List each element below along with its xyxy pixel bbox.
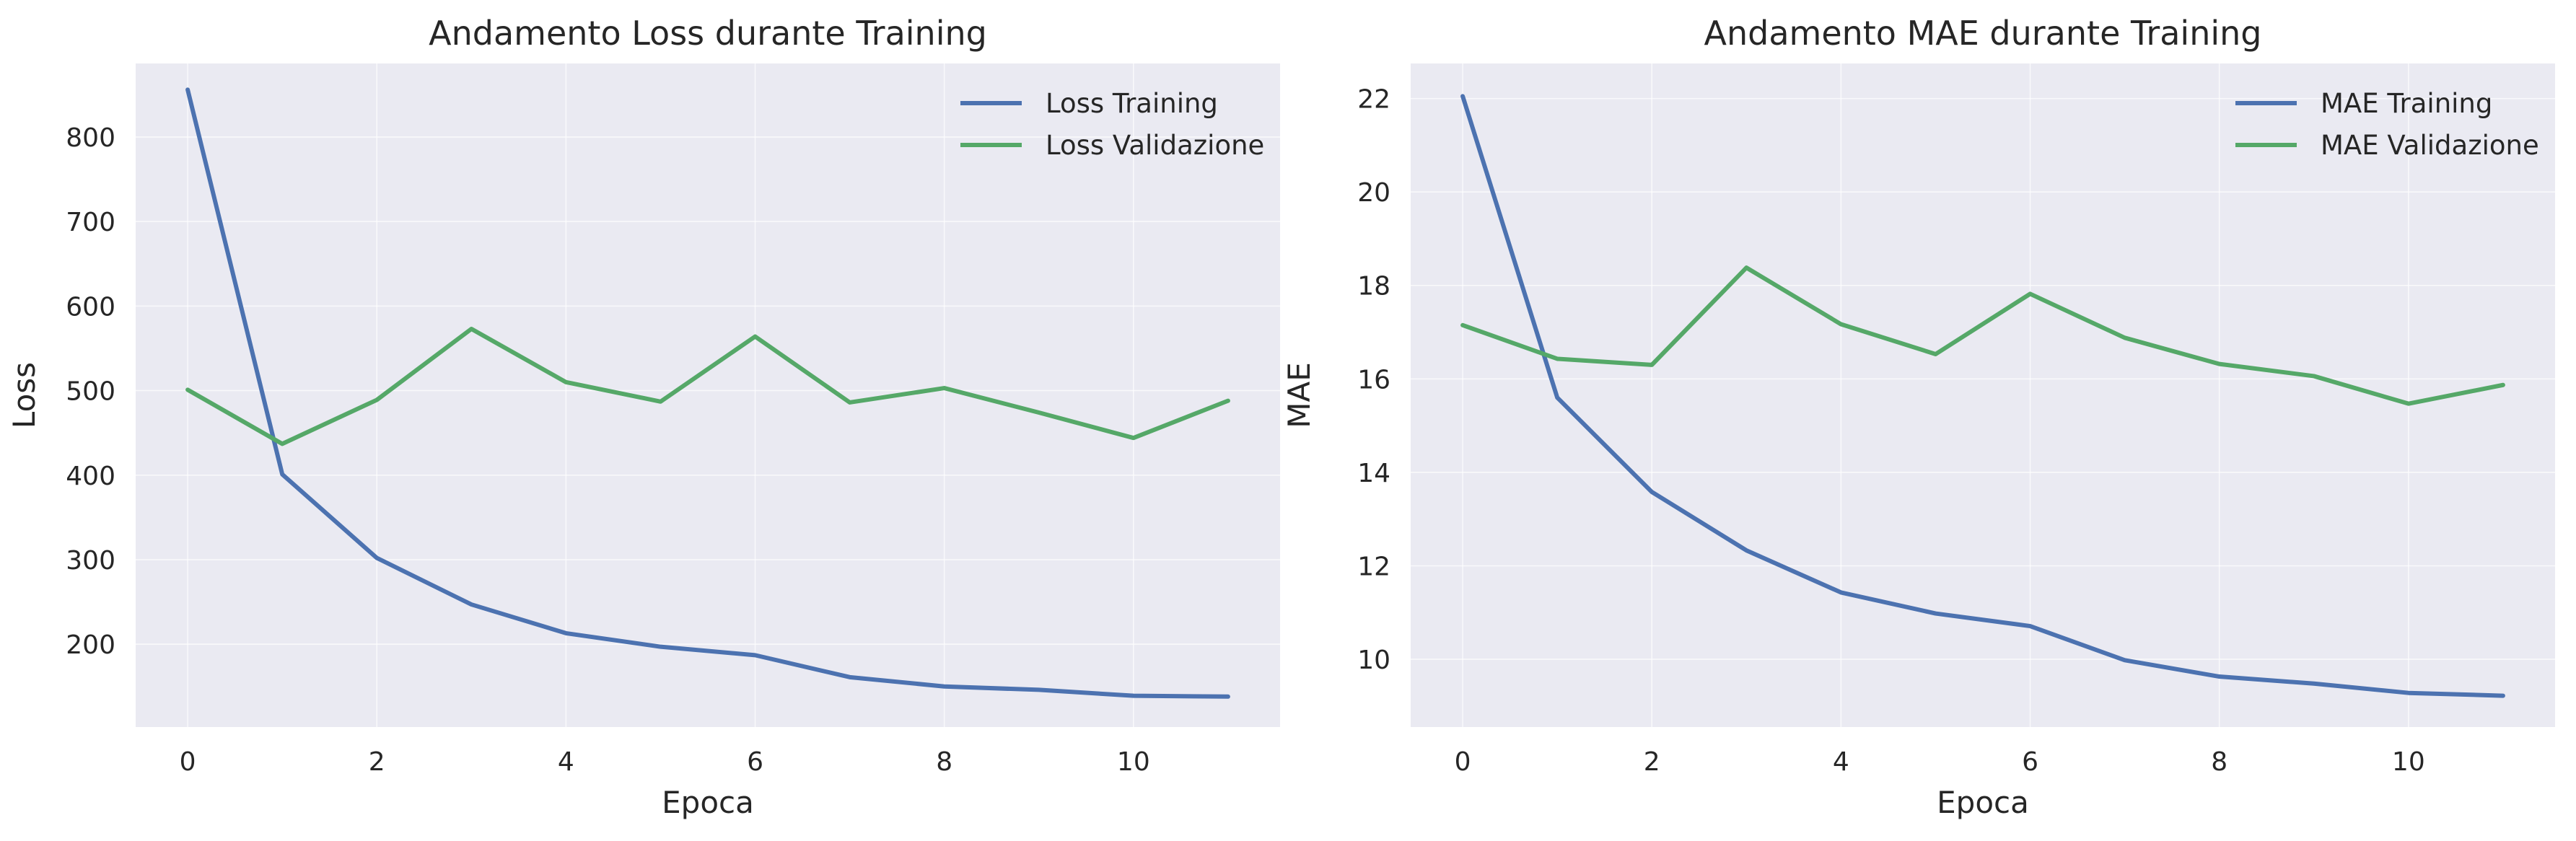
mae-x-tick-label: 0 [1455, 747, 1471, 777]
mae-y-tick-label: 10 [1357, 646, 1390, 675]
loss-y-tick-label: 300 [66, 546, 115, 576]
mae-x-axis-title: Epoca [1937, 785, 2029, 820]
mae-x-tick-label: 10 [2392, 747, 2425, 777]
mae-y-tick-label: 12 [1357, 552, 1390, 581]
loss-y-tick-label: 500 [66, 377, 115, 407]
mae-x-tick-label: 4 [1833, 747, 1849, 777]
loss-y-tick-label: 800 [66, 123, 115, 153]
loss-legend-label: Loss Validazione [1046, 130, 1264, 161]
loss-x-axis-title: Epoca [662, 785, 754, 820]
loss-legend-label: Loss Training [1046, 88, 1218, 119]
mae-chart: 0 2 4 6 8 10 10 12 14 16 18 20 22 Andamento MAE duran… [1282, 14, 2555, 820]
loss-x-tick-label: 2 [369, 747, 385, 777]
mae-y-axis-title: MAE [1282, 362, 1317, 428]
loss-chart-title: Andamento Loss durante Training [429, 14, 987, 53]
loss-x-tick-label: 10 [1117, 747, 1150, 777]
mae-x-tick-label: 8 [2211, 747, 2227, 777]
mae-y-tick-label: 22 [1357, 85, 1390, 115]
mae-x-tick-label: 6 [2022, 747, 2038, 777]
loss-x-tick-label: 6 [747, 747, 763, 777]
mae-y-tick-label: 14 [1357, 459, 1390, 488]
loss-plot-area [136, 63, 1280, 727]
mae-series-line-validation [1460, 265, 2505, 406]
loss-chart: 0 2 4 6 8 10 200 300 400 500 600 700 800 Andamento Lo… [6, 14, 1280, 820]
loss-x-tick-label: 0 [180, 747, 196, 777]
loss-series-line-training [185, 87, 1230, 699]
mae-y-tick-label: 16 [1357, 365, 1390, 395]
mae-legend-label: MAE Training [2321, 88, 2492, 119]
loss-y-axis-title: Loss [6, 362, 42, 428]
loss-x-tick-label: 8 [936, 747, 952, 777]
mae-series-line-training [1460, 94, 2505, 698]
loss-y-tick-label: 400 [66, 462, 115, 491]
loss-y-tick-label: 600 [66, 292, 115, 322]
loss-x-tick-label: 4 [558, 747, 574, 777]
loss-y-tick-label: 700 [66, 208, 115, 237]
mae-chart-title: Andamento MAE durante Training [1704, 14, 2262, 53]
mae-legend-label: MAE Validazione [2321, 130, 2539, 161]
loss-series-line-validation [185, 327, 1230, 446]
mae-plot-area [1411, 63, 2555, 727]
mae-y-tick-label: 20 [1357, 178, 1390, 208]
loss-y-tick-label: 200 [66, 630, 115, 660]
mae-x-tick-label: 2 [1644, 747, 1660, 777]
mae-y-tick-label: 18 [1357, 272, 1390, 301]
